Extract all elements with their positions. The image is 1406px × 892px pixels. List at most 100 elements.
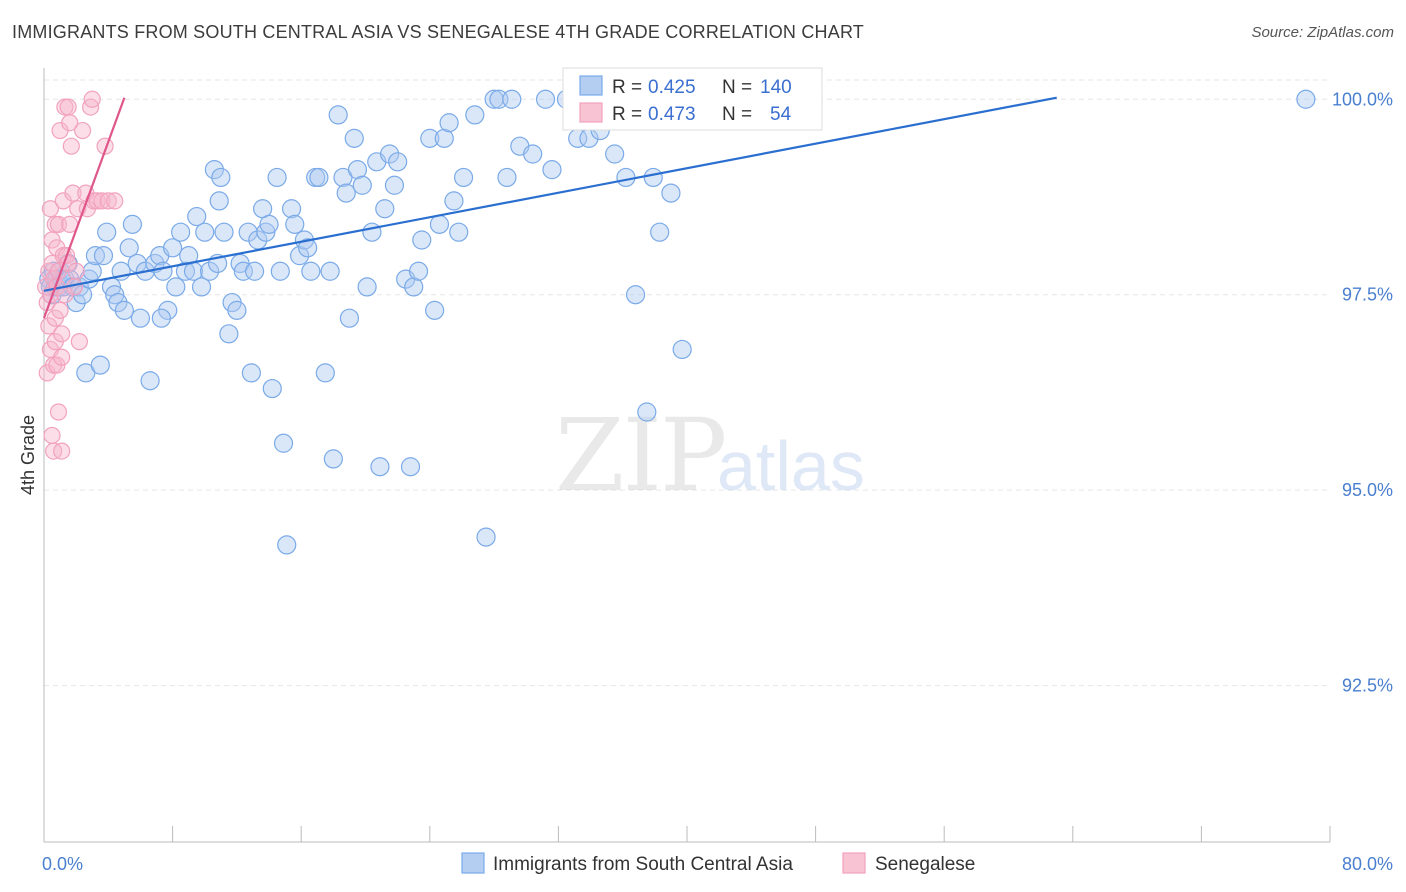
point-south-central-asia-116 [523, 144, 543, 164]
y-axis-tick-labels: 100.0% 97.5% 95.0% 92.5% [1332, 89, 1393, 695]
point-south-central-asia-70 [281, 199, 302, 219]
point-south-central-asia-81 [328, 105, 348, 125]
point-senegalese-47 [83, 90, 101, 108]
point-south-central-asia-34 [140, 371, 160, 391]
legend-r-label-1: R = [612, 104, 642, 125]
point-south-central-asia-60 [244, 261, 265, 281]
source-label: Source: ZipAtlas.com [1251, 24, 1394, 41]
point-south-central-asia-87 [352, 175, 372, 195]
point-south-central-asia-118 [542, 160, 562, 180]
point-south-central-asia-22 [93, 246, 114, 266]
point-south-central-asia-124 [616, 167, 636, 188]
point-south-central-asia-42 [175, 261, 196, 281]
y-axis-label: 4th Grade [18, 415, 38, 495]
point-south-central-asia-40 [166, 277, 186, 297]
point-south-central-asia-66 [267, 167, 287, 188]
x-tick-label-1: 80.0% [1342, 854, 1393, 874]
point-south-central-asia-45 [187, 206, 207, 227]
legend-n-label-1: N = [722, 104, 752, 125]
point-south-central-asia-135 [209, 191, 229, 211]
point-south-central-asia-117 [535, 89, 556, 109]
point-south-central-asia-71 [285, 214, 305, 234]
bottom-legend-label-senegalese: Senegalese [875, 854, 975, 875]
point-south-central-asia-107 [449, 222, 469, 242]
point-south-central-asia-91 [370, 457, 390, 477]
point-south-central-asia-39 [163, 238, 183, 258]
point-south-central-asia-19 [82, 261, 102, 281]
point-south-central-asia-23 [97, 222, 117, 242]
point-south-central-asia-57 [233, 261, 253, 281]
point-south-central-asia-32 [130, 308, 151, 328]
point-senegalese-27 [53, 442, 71, 460]
legend-n-value-1: 54 [770, 104, 792, 125]
y-tick-label-2: 95.0% [1342, 480, 1393, 500]
point-south-central-asia-83 [336, 183, 356, 203]
point-south-central-asia-98 [404, 277, 424, 297]
point-south-central-asia-129 [661, 183, 681, 203]
point-senegalese-24 [51, 301, 69, 319]
point-south-central-asia-93 [380, 144, 400, 164]
point-south-central-asia-106 [444, 191, 464, 211]
x-axis-ticks [43, 826, 1331, 842]
point-senegalese-43 [73, 121, 92, 140]
point-south-central-asia-108 [453, 167, 474, 188]
point-south-central-asia-133 [1296, 89, 1316, 109]
point-south-central-asia-52 [214, 222, 234, 242]
point-south-central-asia-79 [320, 261, 340, 281]
point-south-central-asia-126 [637, 402, 657, 422]
bottom-legend-swatch-senegalese [842, 852, 866, 874]
point-south-central-asia-102 [425, 300, 445, 320]
point-senegalese-20 [49, 403, 68, 421]
bottom-legend-label-south-central-asia: Immigrants from South Central Asia [493, 854, 793, 875]
point-south-central-asia-110 [476, 527, 496, 547]
point-south-central-asia-94 [384, 175, 405, 195]
point-senegalese-53 [106, 192, 124, 210]
point-south-central-asia-29 [119, 238, 139, 258]
series-senegalese-points [37, 90, 124, 460]
point-senegalese-5 [41, 200, 60, 218]
watermark-atlas: atlas [717, 427, 865, 505]
point-senegalese-40 [67, 262, 85, 280]
legend-r-value-1: 0.473 [648, 104, 696, 125]
point-south-central-asia-51 [211, 167, 231, 188]
point-south-central-asia-88 [357, 277, 377, 297]
gridlines [44, 79, 1330, 687]
point-south-central-asia-113 [497, 167, 517, 188]
point-senegalese-35 [61, 114, 79, 132]
chart-title: IMMIGRANTS FROM SOUTH CENTRAL ASIA VS SE… [12, 22, 865, 42]
point-senegalese-25 [53, 325, 71, 343]
point-south-central-asia-37 [153, 261, 173, 281]
point-senegalese-38 [64, 184, 82, 202]
point-south-central-asia-114 [502, 89, 522, 109]
point-senegalese-8 [43, 426, 61, 445]
point-south-central-asia-77 [309, 167, 329, 188]
point-south-central-asia-69 [277, 535, 297, 555]
point-south-central-asia-64 [259, 214, 279, 234]
point-south-central-asia-100 [412, 230, 432, 250]
point-south-central-asia-28 [114, 300, 134, 320]
point-south-central-asia-86 [347, 160, 368, 180]
point-south-central-asia-21 [90, 355, 110, 375]
point-south-central-asia-48 [199, 261, 220, 281]
legend-n-label-0: N = [722, 77, 752, 98]
stats-legend: R = 0.425 N = 140 R = 0.473 N = 54 [562, 67, 823, 131]
point-south-central-asia-80 [323, 449, 343, 469]
x-tick-label-0: 0.0% [42, 854, 83, 874]
point-south-central-asia-125 [625, 285, 646, 305]
point-south-central-asia-65 [262, 378, 282, 399]
point-south-central-asia-127 [643, 167, 663, 188]
trendline-south-central-asia [43, 96, 1057, 292]
watermark: ZIP atlas [555, 397, 865, 514]
point-south-central-asia-78 [315, 363, 335, 383]
point-south-central-asia-105 [439, 113, 459, 133]
point-senegalese-52 [99, 192, 117, 210]
legend-swatch-south-central-asia [579, 75, 603, 96]
point-south-central-asia-67 [270, 261, 290, 281]
y-tick-label-3: 92.5% [1342, 676, 1393, 696]
point-south-central-asia-89 [362, 222, 382, 242]
legend-swatch-senegalese [579, 102, 603, 123]
point-south-central-asia-92 [375, 199, 395, 219]
watermark-zip: ZIP [555, 397, 725, 514]
point-south-central-asia-84 [339, 308, 360, 328]
